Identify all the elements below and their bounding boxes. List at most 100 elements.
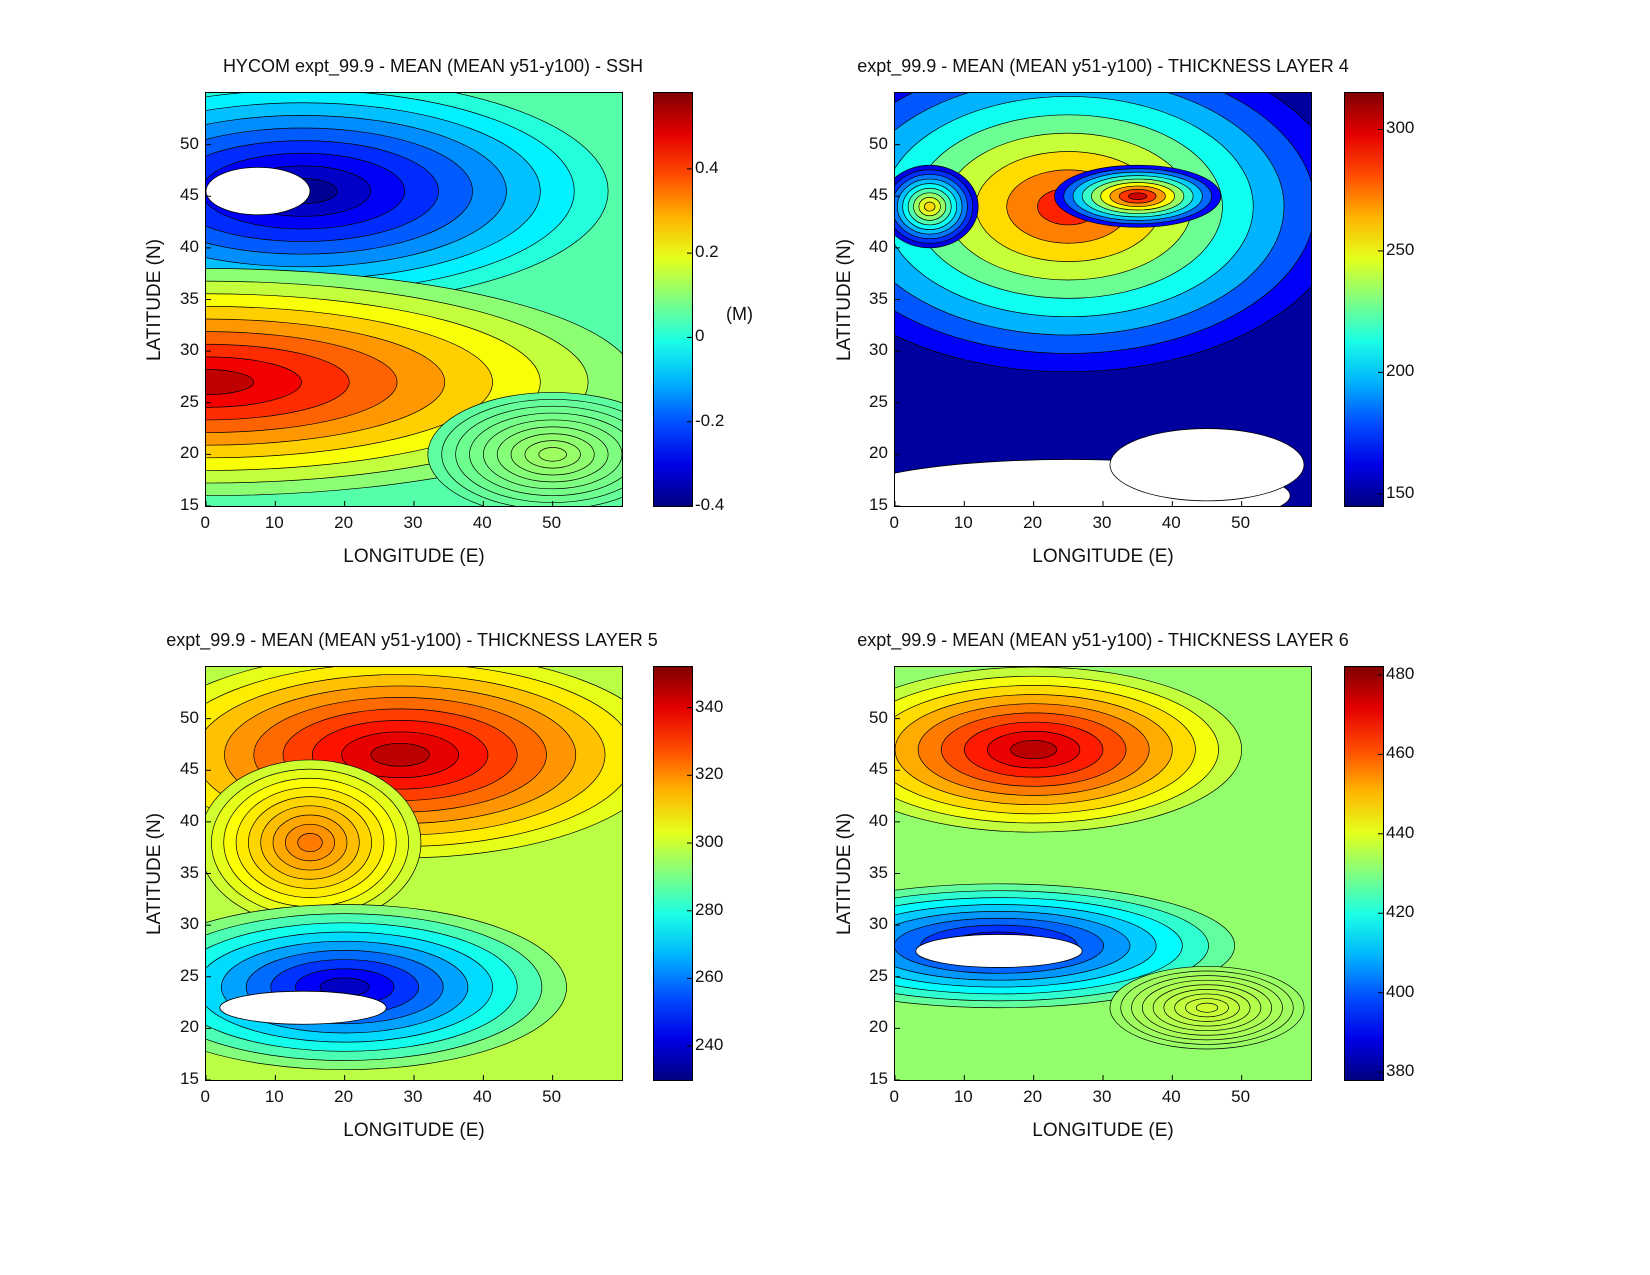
layer6-contour-band [1010, 740, 1058, 760]
layer5-contour-plot [205, 666, 623, 1081]
layer5-ytick-label: 20 [180, 1017, 199, 1037]
layer6-xlabel: LONGITUDE (E) [1032, 1120, 1174, 1141]
layer6-xtick-label: 0 [889, 1087, 899, 1106]
layer5-ytick-label: 35 [180, 862, 199, 882]
layer4-colorbar-tick-label: 300 [1386, 118, 1415, 138]
layer5-ytick-label: 15 [180, 1069, 199, 1088]
ssh-colorbar [653, 92, 693, 507]
layer4-ytick-label: 50 [869, 133, 888, 153]
layer4-xtick-label: 50 [1231, 513, 1251, 532]
ssh-xtick-label: 50 [542, 513, 562, 532]
layer6-xtick-label: 50 [1231, 1087, 1251, 1106]
layer4-colorbar-tick-label: 150 [1386, 482, 1415, 502]
layer4-field [895, 93, 1311, 506]
ssh-ytick-label: 25 [180, 391, 199, 411]
layer5-xtick-label: 10 [264, 1087, 284, 1106]
layer4-xtick-label: 20 [1023, 513, 1043, 532]
layer5-colorbar-tick-label: 280 [695, 899, 724, 919]
layer6-xtick-label: 10 [953, 1087, 973, 1106]
ssh-ylabel: LATITUDE (N) [144, 238, 165, 362]
layer6-ytick-label: 25 [869, 965, 888, 985]
layer5-masked-region [219, 990, 387, 1025]
layer5-colorbar-tick-label: 340 [695, 696, 724, 716]
layer6-colorbar-tick-label: 380 [1386, 1061, 1415, 1081]
layer4-ytick-label: 40 [869, 236, 888, 256]
layer6-field [895, 667, 1311, 1080]
layer4-ytick-label: 30 [869, 340, 888, 360]
layer6-masked-region [915, 934, 1083, 968]
layer6-contour-band [1195, 1002, 1219, 1013]
layer4-xtick-label: 40 [1161, 513, 1181, 532]
layer4-ytick-label: 15 [869, 495, 888, 514]
ssh-colorbar-tick-label: 0 [695, 326, 705, 346]
layer4-ytick-label: 20 [869, 443, 888, 463]
layer6-ytick-label: 30 [869, 914, 888, 934]
ssh-colorbar-tick-label: 0.2 [695, 242, 719, 262]
layer5-ylabel: LATITUDE (N) [144, 812, 165, 936]
layer4-ytick-label: 35 [869, 288, 888, 308]
layer5-xtick-label: 0 [200, 1087, 210, 1106]
layer5-xtick-label: 40 [472, 1087, 492, 1106]
layer4-colorbar-tick-label: 200 [1386, 361, 1415, 381]
ssh-xtick-label: 30 [403, 513, 423, 532]
layer5-ytick-label: 40 [180, 810, 199, 830]
layer5-ytick-label: 30 [180, 914, 199, 934]
ssh-masked-region [206, 166, 311, 216]
layer5-colorbar-tick-label: 320 [695, 764, 724, 784]
ssh-ytick-label: 35 [180, 288, 199, 308]
layer4-ytick-label: 45 [869, 185, 888, 205]
ssh-colorbar-tick-label: -0.2 [695, 410, 725, 430]
layer5-contour-band [370, 742, 430, 767]
layer4-colorbar [1344, 92, 1384, 507]
layer6-contour-plot [894, 666, 1312, 1081]
layer5-colorbar-tick-label: 300 [695, 832, 724, 852]
layer5-field [206, 667, 622, 1080]
ssh-ytick-label: 50 [180, 133, 199, 153]
layer4-xlabel: LONGITUDE (E) [1032, 546, 1174, 567]
layer5-ytick-label: 25 [180, 965, 199, 985]
layer6-colorbar [1344, 666, 1384, 1081]
ssh-ytick-label: 15 [180, 495, 199, 514]
ssh-ytick-label: 40 [180, 236, 199, 256]
ssh-colorbar-unit: (M) [726, 304, 753, 324]
ssh-field [206, 93, 622, 506]
layer6-title: expt_99.9 - MEAN (MEAN y51-y100) - THICK… [857, 630, 1349, 650]
ssh-ytick-label: 20 [180, 443, 199, 463]
layer6-colorbar-gradient [1345, 667, 1383, 1080]
layer4-xtick-label: 30 [1092, 513, 1112, 532]
layer6-xtick-label: 40 [1161, 1087, 1181, 1106]
ssh-xtick-label: 40 [472, 513, 492, 532]
layer6-ytick-label: 40 [869, 810, 888, 830]
layer5-colorbar-tick-label: 260 [695, 967, 724, 987]
layer5-contour-band [297, 832, 323, 853]
layer6-ytick-label: 15 [869, 1069, 888, 1088]
ssh-colorbar-tick-label: 0.4 [695, 157, 719, 177]
ssh-xtick-label: 0 [200, 513, 210, 532]
layer5-ytick-label: 45 [180, 759, 199, 779]
layer6-ytick-label: 35 [869, 862, 888, 882]
layer6-ylabel: LATITUDE (N) [834, 812, 855, 936]
layer4-contour-plot [894, 92, 1312, 507]
layer4-title: expt_99.9 - MEAN (MEAN y51-y100) - THICK… [857, 56, 1349, 76]
ssh-ytick-label: 45 [180, 185, 199, 205]
ssh-xtick-label: 10 [264, 513, 284, 532]
ssh-ytick-label: 30 [180, 340, 199, 360]
ssh-colorbar-tick-label: -0.4 [695, 495, 725, 514]
layer5-xtick-label: 30 [403, 1087, 423, 1106]
layer6-ytick-label: 20 [869, 1017, 888, 1037]
ssh-xlabel: LONGITUDE (E) [343, 546, 485, 567]
layer5-xtick-label: 50 [542, 1087, 562, 1106]
layer4-colorbar-tick-label: 250 [1386, 239, 1415, 259]
layer6-colorbar-tick-label: 440 [1386, 822, 1415, 842]
layer4-xtick-label: 0 [889, 513, 899, 532]
layer4-masked-region [1109, 428, 1305, 502]
layer5-title: expt_99.9 - MEAN (MEAN y51-y100) - THICK… [166, 630, 658, 650]
layer5-xtick-label: 20 [334, 1087, 354, 1106]
ssh-contour-band [538, 447, 567, 462]
layer6-colorbar-tick-label: 480 [1386, 663, 1415, 683]
layer6-ytick-label: 50 [869, 707, 888, 727]
layer5-colorbar-tick-label: 240 [695, 1035, 724, 1055]
layer6-xtick-label: 30 [1092, 1087, 1112, 1106]
layer6-xtick-label: 20 [1023, 1087, 1043, 1106]
layer4-contour-band [923, 201, 936, 212]
